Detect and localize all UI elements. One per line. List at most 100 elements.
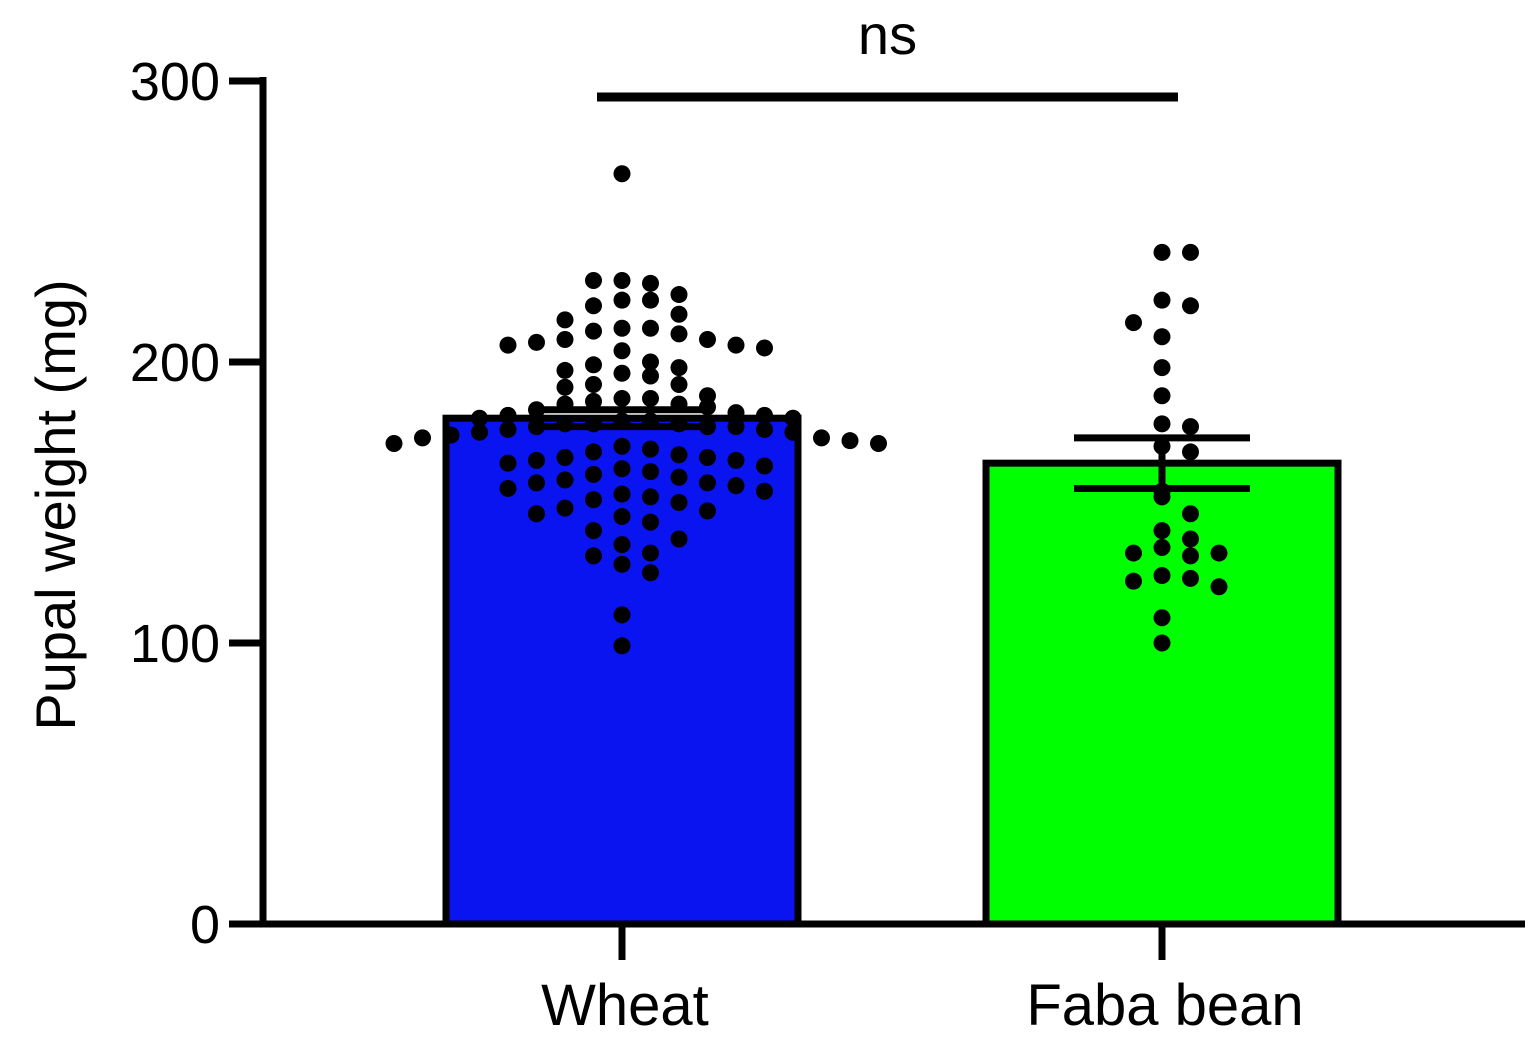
data-point-wheat [699,331,716,349]
data-point-faba-bean [1153,634,1171,652]
data-point-wheat [784,409,802,427]
data-point-wheat [642,291,659,309]
x-tick-label: Wheat [541,973,709,1038]
data-point-wheat [613,272,631,290]
data-point-wheat [642,488,659,506]
data-point-faba-bean [1182,547,1199,565]
data-point-wheat [471,409,488,427]
data-point-wheat [585,272,602,290]
y-tick-label: 200 [130,333,220,393]
data-point-wheat [613,460,631,478]
data-point-wheat [642,544,659,562]
data-point-wheat [670,375,688,393]
data-point-wheat [499,479,517,497]
data-point-wheat [556,311,574,329]
data-point-wheat [613,508,631,526]
data-point-wheat [585,356,602,374]
data-point-faba-bean [1210,544,1228,562]
data-point-wheat [613,437,631,455]
data-point-faba-bean [1153,522,1171,540]
data-point-wheat [585,392,602,410]
data-point-wheat [727,477,745,495]
data-point-wheat [585,522,602,540]
data-point-faba-bean [1182,443,1199,461]
data-point-wheat [756,339,773,357]
x-tick-label: Faba bean [1026,973,1303,1038]
data-point-wheat [385,434,403,452]
data-point-wheat [556,499,574,517]
data-point-faba-bean [1153,359,1171,377]
data-point-wheat [585,443,602,461]
data-point-wheat [670,286,688,304]
data-point-wheat [870,434,887,452]
data-point-faba-bean [1153,291,1171,309]
data-point-wheat [642,367,659,385]
data-point-wheat [727,404,745,422]
data-point-wheat [670,530,688,548]
data-point-wheat [642,274,659,292]
data-point-wheat [613,390,631,408]
data-point-wheat [727,336,745,354]
data-point-faba-bean [1153,415,1171,433]
data-point-wheat [756,420,773,438]
data-point-wheat [585,491,602,509]
data-point-faba-bean [1182,243,1199,261]
data-point-wheat [670,468,688,486]
data-point-wheat [499,454,517,472]
data-point-wheat [613,485,631,503]
data-point-wheat [613,606,631,624]
data-point-faba-bean [1125,544,1142,562]
data-point-wheat [613,342,631,360]
data-point-wheat [556,471,574,489]
significance-label: ns [858,3,917,66]
data-point-wheat [642,440,659,458]
data-point-wheat [613,637,631,655]
data-point-wheat [613,165,631,183]
data-point-wheat [585,297,602,315]
data-point-wheat [642,513,659,531]
data-point-wheat [414,429,431,447]
data-point-wheat [613,291,631,309]
data-point-wheat [670,305,688,323]
y-tick-label: 300 [130,52,220,112]
data-point-wheat [613,364,631,382]
data-point-faba-bean [1125,314,1142,332]
data-point-wheat [556,449,574,467]
data-point-wheat [642,390,659,408]
y-axis-title: Pupal weight (mg) [24,279,87,730]
data-point-faba-bean [1182,530,1199,548]
data-point-wheat [642,463,659,481]
data-point-wheat [699,449,716,467]
data-point-wheat [499,420,517,438]
data-point-faba-bean [1153,328,1171,346]
data-point-faba-bean [1153,538,1171,556]
data-point-wheat [670,325,688,343]
data-point-wheat [499,406,517,424]
data-point-wheat [727,418,745,436]
data-point-wheat [528,451,545,469]
data-point-wheat [813,429,830,447]
data-point-wheat [528,474,545,492]
data-point-wheat [442,426,460,444]
data-point-wheat [756,482,773,500]
data-point-faba-bean [1153,609,1171,627]
data-point-wheat [613,536,631,554]
data-point-wheat [642,319,659,337]
data-point-wheat [613,319,631,337]
data-point-wheat [699,502,716,520]
data-point-wheat [528,333,545,351]
data-point-faba-bean [1153,387,1171,405]
data-point-faba-bean [1182,505,1199,523]
data-point-wheat [756,406,773,424]
data-point-wheat [528,505,545,523]
data-point-wheat [642,564,659,582]
y-tick-label: 100 [130,614,220,674]
data-point-wheat [670,359,688,377]
data-point-faba-bean [1153,488,1171,506]
data-point-faba-bean [1153,567,1171,585]
data-point-wheat [556,331,574,349]
data-point-wheat [699,474,716,492]
data-point-wheat [585,375,602,393]
data-point-faba-bean [1182,297,1199,315]
data-point-wheat [784,423,802,441]
